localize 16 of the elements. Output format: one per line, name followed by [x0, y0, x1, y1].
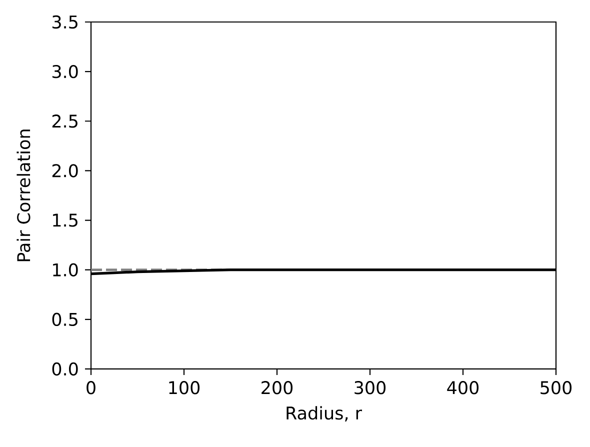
y-tick-label: 0.5 [52, 312, 78, 326]
x-tick-label: 200 [262, 381, 293, 394]
y-axis-title: Pair Correlation [16, 130, 30, 262]
x-axis-title: Radius, r [286, 406, 362, 422]
x-tick-label: 400 [447, 381, 479, 394]
y-tick-label: 1.0 [53, 263, 78, 276]
y-tick-label: 2.5 [52, 114, 78, 128]
y-tick-label: 3.5 [52, 15, 78, 29]
y-tick-label: 2.0 [52, 164, 78, 178]
y-tick-label: 3.0 [52, 64, 78, 78]
x-tick-label: 300 [354, 381, 386, 394]
x-tick-label: 0 [86, 381, 96, 394]
y-tick-label: 1.5 [53, 214, 78, 227]
y-tick-label: 0.0 [52, 362, 78, 376]
x-tick-label: 100 [169, 381, 200, 394]
x-tick-label: 500 [540, 381, 572, 394]
